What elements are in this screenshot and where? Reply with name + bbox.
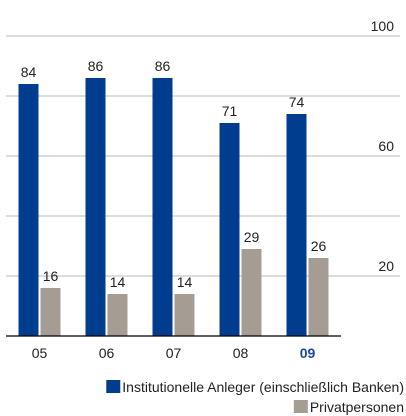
- y-tick-label: 100: [371, 18, 395, 34]
- legend-label: Privatpersonen: [310, 399, 404, 415]
- bar: [107, 294, 128, 336]
- x-tick-label: 07: [166, 345, 182, 361]
- bar: [152, 78, 173, 336]
- y-tick-label: 20: [378, 258, 394, 274]
- x-tick-label: 09: [300, 345, 316, 361]
- bar: [40, 288, 61, 336]
- y-tick-label: 60: [378, 138, 394, 154]
- legend-label: Institutionelle Anleger (einschließlich …: [122, 379, 404, 395]
- value-label: 86: [155, 58, 171, 74]
- bar: [18, 84, 39, 336]
- legend-swatch: [106, 380, 121, 393]
- bar: [85, 78, 106, 336]
- value-label: 84: [21, 64, 37, 80]
- bar: [308, 258, 329, 336]
- value-label: 29: [244, 229, 260, 245]
- value-label: 14: [177, 274, 193, 290]
- value-label: 86: [88, 58, 104, 74]
- bar: [286, 114, 307, 336]
- bar: [174, 294, 195, 336]
- legend-swatch: [293, 400, 308, 413]
- bar: [241, 249, 262, 336]
- x-tick-label: 06: [99, 345, 115, 361]
- value-label: 71: [222, 103, 238, 119]
- value-label: 26: [311, 238, 327, 254]
- value-label: 74: [289, 94, 305, 110]
- value-label: 14: [110, 274, 126, 290]
- value-label: 16: [43, 268, 59, 284]
- bar: [219, 123, 240, 336]
- x-tick-label: 05: [32, 345, 48, 361]
- x-tick-label: 08: [233, 345, 249, 361]
